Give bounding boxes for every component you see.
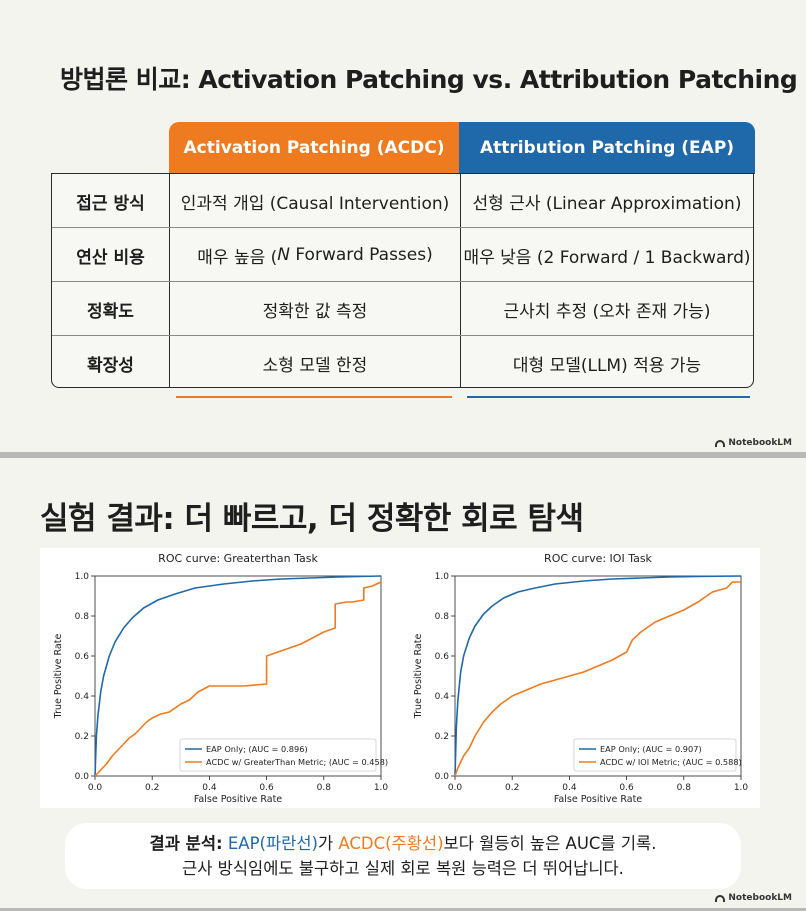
logo-text: NotebookLM: [728, 438, 792, 448]
summary-line-2: 근사 방식임에도 불구하고 실제 회로 복원 능력은 더 뛰어납니다.: [182, 859, 624, 878]
series-line-acdc: [94, 581, 382, 777]
summary-text: 보다 월등히 높은 AUC를 기록.: [443, 834, 657, 853]
y-tick-label: 0.4: [435, 692, 450, 702]
legend-box: [573, 738, 737, 772]
y-tick-label: 0.4: [75, 692, 90, 702]
x-tick-label: 1.0: [734, 783, 749, 793]
x-tick-label: 0.6: [259, 783, 274, 793]
x-axis-label: False Positive Rate: [554, 794, 642, 805]
acdc-cell: 매우 높음 (N Forward Passes): [170, 228, 461, 282]
series-line-acdc: [454, 581, 741, 777]
slide-comparison: 방법론 비교: Activation Patching vs. Attribut…: [0, 0, 806, 452]
table-row: 연산 비용 매우 높음 (N Forward Passes) 매우 낮음 (2 …: [52, 227, 753, 282]
slide-title: 실험 결과: 더 빠르고, 더 정확한 회로 탐색: [40, 501, 584, 537]
acdc-cell: 소형 모델 한정: [170, 336, 461, 387]
x-tick-label: 0.4: [202, 783, 217, 793]
notebooklm-icon: [715, 894, 726, 902]
legend-label: EAP Only; (AUC = 0.907): [600, 744, 702, 754]
slide-results: 실험 결과: 더 빠르고, 더 정확한 회로 탐색 ROC curve: Gre…: [0, 458, 806, 908]
acdc-cell: 정확한 값 측정: [170, 282, 461, 336]
y-tick-label: 1.0: [75, 572, 90, 582]
table-row: 확장성 소형 모델 한정 대형 모델(LLM) 적용 가능: [52, 335, 753, 387]
column-header-acdc: Activation Patching (ACDC): [169, 122, 459, 174]
slide-title: 방법론 비교: Activation Patching vs. Attribut…: [60, 65, 798, 94]
y-tick-label: 0.2: [435, 732, 449, 742]
summary-text: 가: [317, 834, 339, 853]
roc-chart-ioi: ROC curve: IOI Task 0.0 0.2 0.4 0.6 0.8 1.0 0.0…: [400, 548, 760, 808]
row-label: 확장성: [52, 336, 170, 387]
acdc-cell: 인과적 개입 (Causal Intervention): [170, 174, 461, 228]
acdc-underline: [176, 396, 452, 398]
chart-title: ROC curve: Greaterthan Task: [158, 552, 318, 565]
summary-box: 결과 분석: EAP(파란선)가 ACDC(주황선)보다 월등히 높은 AUC를…: [65, 823, 741, 889]
y-tick-label: 0.8: [75, 612, 90, 622]
row-label: 연산 비용: [52, 228, 170, 282]
y-tick-label: 0.2: [75, 732, 89, 742]
column-header-eap: Attribution Patching (EAP): [459, 122, 755, 174]
chart-title: ROC curve: IOI Task: [544, 552, 653, 565]
legend-label: ACDC w/ IOI Metric; (AUC = 0.588): [600, 757, 742, 767]
eap-cell: 대형 모델(LLM) 적용 가능: [512, 355, 702, 376]
plot-frame: [94, 575, 382, 777]
x-tick-label: 1.0: [374, 783, 389, 793]
acdc-cell-italic: N: [277, 245, 290, 265]
y-tick-label: 0.6: [75, 652, 90, 662]
notebooklm-logo: NotebookLM: [715, 893, 792, 903]
comparison-table: 접근 방식 인과적 개입 (Causal Intervention) 선형 근사…: [51, 173, 754, 388]
eap-cell: 선형 근사 (Linear Approximation): [472, 193, 742, 214]
y-axis-label: True Positive Rate: [53, 634, 64, 720]
summary-label: 결과 분석:: [149, 834, 223, 853]
y-axis-label: True Positive Rate: [413, 634, 424, 720]
x-tick-label: 0.8: [317, 783, 332, 793]
x-tick-label: 0.2: [145, 783, 159, 793]
summary-line-1: 결과 분석: EAP(파란선)가 ACDC(주황선)보다 월등히 높은 AUC를…: [65, 831, 741, 856]
logo-text: NotebookLM: [728, 893, 792, 903]
legend-label: EAP Only; (AUC = 0.896): [206, 744, 308, 754]
y-tick-label: 0.0: [435, 772, 450, 782]
table-row: 접근 방식 인과적 개입 (Causal Intervention) 선형 근사…: [52, 174, 753, 228]
x-axis-label: False Positive Rate: [194, 794, 282, 805]
x-tick-label: 0.4: [562, 783, 577, 793]
acdc-cell-suffix: Forward Passes): [289, 245, 433, 265]
eap-underline: [467, 396, 750, 398]
x-tick-label: 0.0: [448, 783, 463, 793]
acdc-cell-prefix: 매우 높음 (: [197, 247, 278, 268]
eap-cell: 근사치 추정 (오차 존재 가능): [503, 301, 711, 322]
y-tick-label: 1.0: [435, 572, 450, 582]
x-tick-label: 0.0: [88, 783, 103, 793]
row-label: 접근 방식: [52, 174, 170, 228]
table-row: 정확도 정확한 값 측정 근사치 추정 (오차 존재 가능): [52, 281, 753, 336]
row-label: 정확도: [52, 282, 170, 336]
x-tick-label: 0.2: [505, 783, 519, 793]
series-line-eap: [94, 575, 382, 777]
notebooklm-logo: NotebookLM: [715, 438, 792, 448]
roc-chart-greaterthan: ROC curve: Greaterthan Task 0.0 0.2 0.4 0.6 0…: [40, 548, 400, 808]
series-line-eap: [454, 575, 742, 777]
x-tick-label: 0.6: [619, 783, 634, 793]
y-tick-label: 0.0: [75, 772, 90, 782]
legend-label: ACDC w/ GreaterThan Metric; (AUC = 0.458…: [206, 757, 388, 767]
plot-frame: [454, 575, 742, 777]
y-tick-label: 0.8: [435, 612, 450, 622]
x-tick-label: 0.8: [677, 783, 692, 793]
y-tick-label: 0.6: [435, 652, 450, 662]
legend-box: [179, 738, 377, 772]
summary-eap: EAP(파란선): [227, 834, 318, 853]
eap-cell: 매우 낮음 (2 Forward / 1 Backward): [463, 247, 751, 268]
summary-acdc: ACDC(주황선): [338, 834, 444, 853]
notebooklm-icon: [715, 439, 726, 447]
